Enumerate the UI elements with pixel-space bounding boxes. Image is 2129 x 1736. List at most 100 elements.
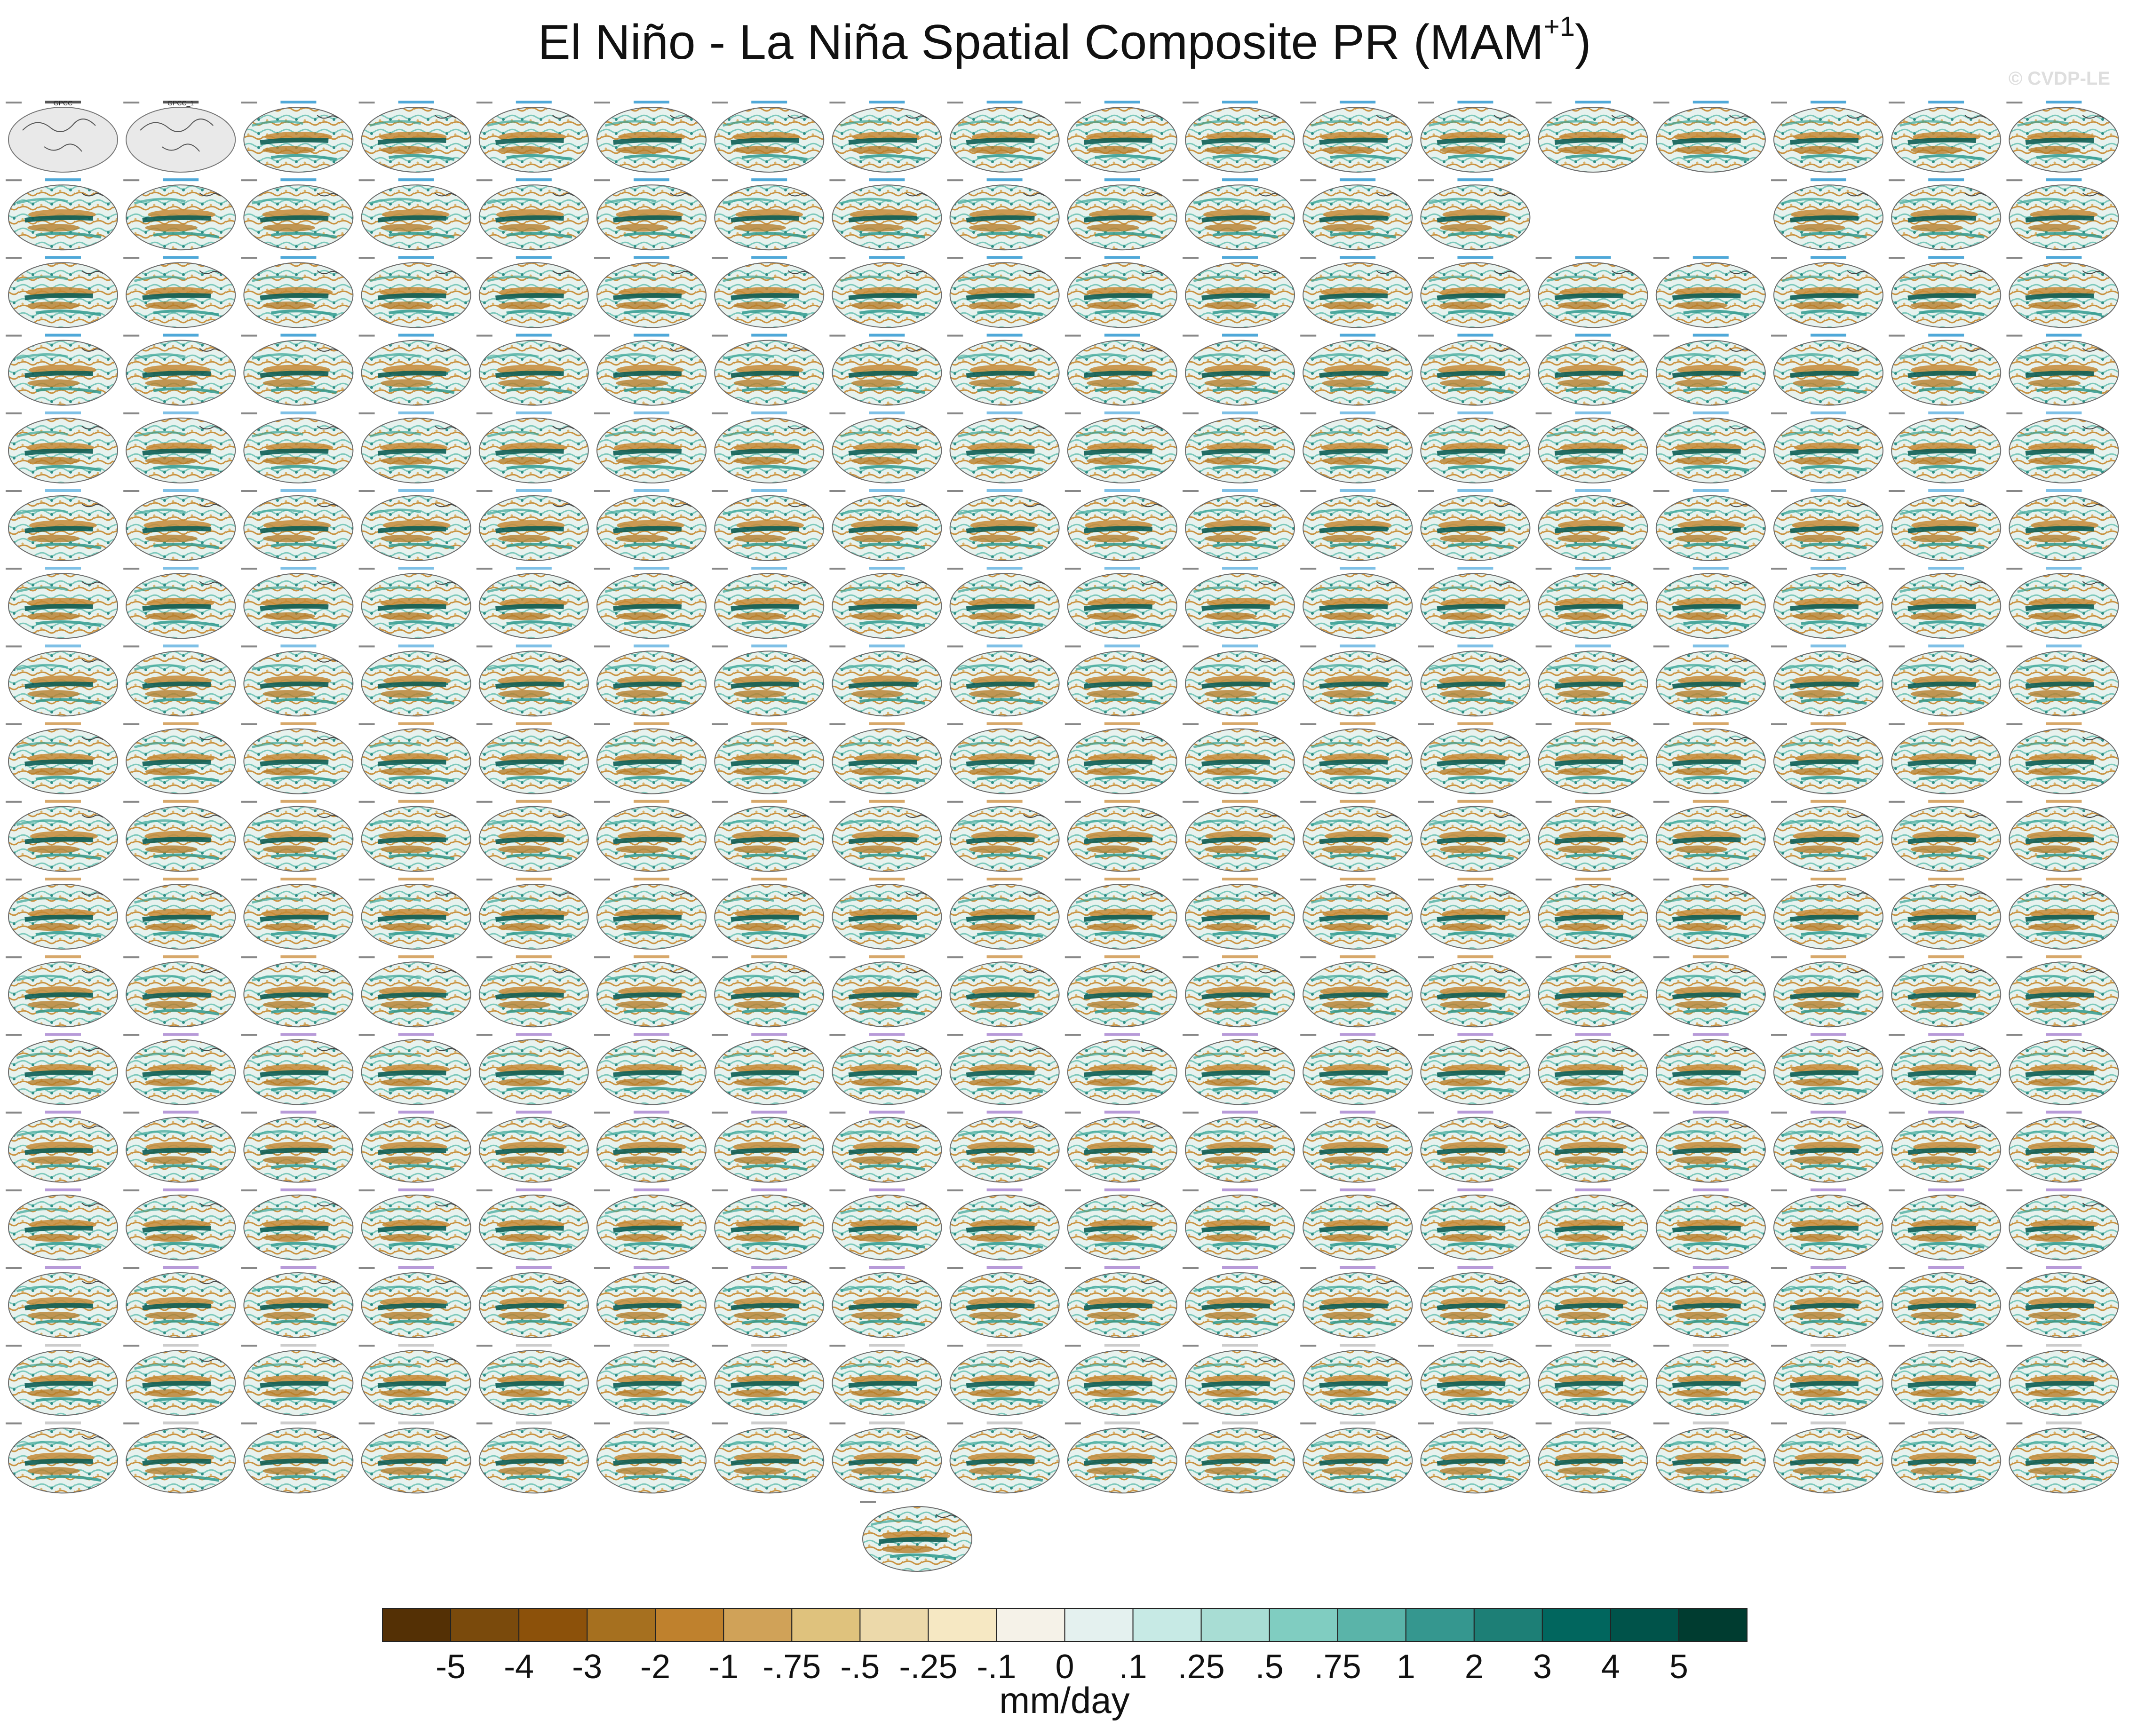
panel-years-label bbox=[947, 645, 963, 648]
panel-years-label bbox=[1300, 412, 1317, 414]
map-panel bbox=[358, 722, 471, 794]
panel-years-label bbox=[6, 645, 22, 648]
panel-years-label bbox=[1535, 645, 1552, 648]
map-panel bbox=[1535, 101, 1648, 173]
panel-years-label bbox=[1535, 1267, 1552, 1269]
panel-years-label bbox=[241, 257, 257, 259]
panel-years-label bbox=[1771, 412, 1787, 414]
panel-years-label bbox=[594, 257, 610, 259]
panel-years-label bbox=[123, 879, 140, 880]
panel-subtitle bbox=[1457, 333, 1493, 337]
panel-subtitle bbox=[2046, 722, 2082, 725]
map-panel bbox=[829, 1110, 942, 1183]
map-panel bbox=[241, 644, 354, 717]
panel-years-label bbox=[829, 1189, 846, 1191]
panel-subtitle bbox=[280, 489, 317, 492]
map-panel bbox=[947, 1266, 1060, 1338]
map-panel bbox=[712, 644, 825, 717]
panel-years-label bbox=[6, 879, 22, 880]
map-panel bbox=[1889, 178, 2002, 251]
map-panel bbox=[1183, 1110, 1295, 1183]
panel-years-label bbox=[1771, 879, 1787, 880]
panel-subtitle bbox=[45, 411, 81, 414]
map-panel bbox=[1300, 1188, 1413, 1260]
map-panel bbox=[1300, 644, 1413, 717]
map-panel bbox=[476, 722, 589, 794]
panel-years-label bbox=[947, 257, 963, 259]
panel-subtitle bbox=[1811, 1033, 1846, 1036]
panel-years-label bbox=[6, 1345, 22, 1347]
map-panel bbox=[712, 1188, 825, 1260]
panel-subtitle bbox=[1457, 1033, 1493, 1036]
map-panel bbox=[1889, 1033, 2002, 1105]
panel-years-label bbox=[1771, 956, 1787, 959]
panel-subtitle bbox=[2046, 411, 2082, 414]
map-panel bbox=[1653, 955, 1766, 1028]
panel-years-label bbox=[358, 334, 375, 337]
map-panel bbox=[1653, 722, 1766, 794]
map-panel bbox=[1418, 333, 1531, 406]
panel-years-label bbox=[947, 412, 963, 414]
panel-years-label bbox=[6, 1034, 22, 1036]
map-panel bbox=[476, 878, 589, 950]
map-panel bbox=[1653, 101, 1766, 173]
panel-years-label bbox=[358, 1422, 375, 1425]
panel-subtitle bbox=[1340, 256, 1376, 259]
map-panel bbox=[1653, 333, 1766, 406]
panel-subtitle bbox=[45, 178, 81, 182]
panel-subtitle bbox=[986, 411, 1023, 414]
map-panel bbox=[476, 411, 589, 484]
panel-years-label bbox=[6, 723, 22, 725]
panel-years-label bbox=[1771, 490, 1787, 492]
panel-years-label bbox=[1889, 1267, 1905, 1269]
panel-years-label bbox=[947, 1422, 963, 1425]
panel-subtitle bbox=[1575, 333, 1611, 337]
panel-years-label bbox=[1653, 1189, 1669, 1191]
map-panel bbox=[1535, 1033, 1648, 1105]
panel-years-label bbox=[2006, 568, 2023, 570]
panel-subtitle bbox=[2046, 1344, 2082, 1347]
panel-subtitle bbox=[1457, 489, 1493, 492]
panel-years-label bbox=[594, 1267, 610, 1269]
panel-subtitle bbox=[634, 1344, 669, 1347]
map-panel bbox=[6, 644, 118, 717]
panel-years-label bbox=[1771, 102, 1787, 103]
map-panel bbox=[1889, 1266, 2002, 1338]
map-panel bbox=[594, 1344, 707, 1416]
panel-years-label bbox=[1418, 568, 1434, 570]
map-panel bbox=[2006, 1033, 2119, 1105]
panel-subtitle bbox=[1340, 1033, 1376, 1036]
panel-subtitle bbox=[751, 722, 787, 725]
panel-subtitle bbox=[398, 722, 434, 725]
map-panel bbox=[6, 567, 118, 639]
panel-years-label bbox=[1300, 879, 1317, 880]
panel-subtitle bbox=[751, 101, 787, 103]
map-panel bbox=[241, 722, 354, 794]
panel-years-label bbox=[712, 1034, 728, 1036]
map-panel bbox=[1064, 1033, 1177, 1105]
map-panel bbox=[1771, 1421, 1883, 1494]
map-panel bbox=[476, 1033, 589, 1105]
panel-years-label bbox=[241, 956, 257, 959]
panel-years-label bbox=[1889, 723, 1905, 725]
panel-subtitle bbox=[1928, 722, 1964, 725]
panel-subtitle bbox=[516, 1188, 552, 1191]
map-panel bbox=[6, 101, 118, 173]
panel-subtitle bbox=[1104, 878, 1140, 880]
map-panel bbox=[1183, 1421, 1295, 1494]
panel-subtitle bbox=[869, 1110, 905, 1114]
panel-years-label bbox=[829, 879, 846, 880]
panel-subtitle bbox=[1575, 1110, 1611, 1114]
map-panel bbox=[1653, 1110, 1766, 1183]
panel-years-label bbox=[829, 179, 846, 182]
watermark: © CVDP-LE bbox=[2008, 68, 2110, 89]
panel-years-label bbox=[1771, 179, 1787, 182]
panel-years-label bbox=[1300, 257, 1317, 259]
panel-subtitle bbox=[1222, 1344, 1258, 1347]
map-panel bbox=[1771, 1266, 1883, 1338]
map-panel bbox=[1183, 256, 1295, 328]
panel-subtitle bbox=[634, 256, 669, 259]
map-panel bbox=[1418, 1266, 1531, 1338]
panel-years-label bbox=[1183, 801, 1199, 803]
panel-subtitle bbox=[45, 101, 81, 103]
